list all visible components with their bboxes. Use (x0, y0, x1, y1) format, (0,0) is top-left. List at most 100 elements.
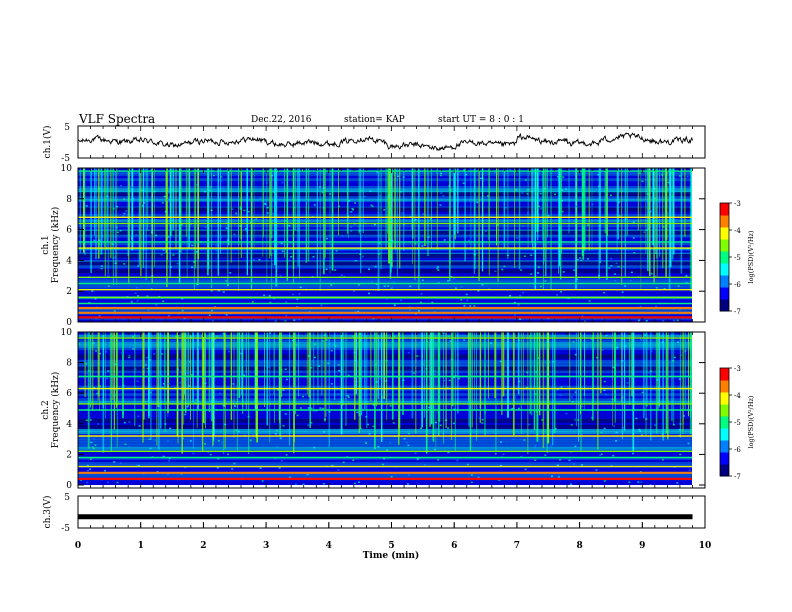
spectrogram-speckle (635, 417, 638, 420)
spectrogram-speckle (330, 284, 333, 286)
spectrogram-speckle (572, 341, 575, 343)
spectrogram-speckle (538, 266, 540, 268)
spectrogram-speckle (191, 266, 194, 268)
spectrogram-speckle (463, 339, 466, 341)
spectrogram-speckle (442, 332, 445, 334)
spectrogram-speckle (186, 372, 189, 374)
spectrogram-speckle (418, 333, 421, 335)
spectrogram-speckle (149, 391, 152, 394)
spectrogram-speckle (143, 202, 146, 204)
spectrogram-speckle (392, 422, 395, 424)
freq-tick-label: 6 (66, 389, 72, 399)
spectrogram-speckle (310, 367, 313, 369)
spectrogram-speckle (178, 180, 181, 182)
spectrogram-speckle (374, 363, 377, 366)
spectrogram-speckle (207, 401, 210, 404)
colorbar-segment (720, 239, 729, 252)
spectrogram-row (78, 319, 692, 322)
ch1-ytick-bottom: -5 (61, 154, 70, 164)
spectrogram-speckle (386, 449, 389, 451)
spectrogram-speckle (648, 372, 651, 374)
spectrogram-speckle (249, 439, 252, 442)
spectrogram-speckle (655, 287, 658, 289)
spectrogram-speckle (328, 411, 331, 413)
spectrogram-speckle (647, 263, 649, 265)
spectrogram-speckle (574, 445, 577, 448)
colorbar-tick-label: -6 (734, 446, 741, 454)
ch1-spectrogram-panel: 0 2 4 6 8 10 ch.1 Frequency (kHz) (41, 164, 706, 328)
spectrogram-speckle (188, 385, 190, 387)
time-tick-label: 5 (388, 541, 394, 551)
spectrogram-speckle (225, 280, 228, 282)
spectrogram-speckle (247, 210, 250, 213)
spectrogram-speckle (626, 249, 629, 251)
ch1-panel: 5 -5 ch.1(V) (42, 123, 706, 164)
spectrogram-speckle (374, 265, 377, 268)
spectrogram-speckle (608, 267, 611, 269)
spectrogram-row (78, 168, 692, 172)
spectrogram-row (78, 293, 692, 297)
spectrogram-speckle (500, 465, 502, 467)
spectrogram-speckle (293, 387, 296, 389)
spectrogram-speckle (122, 215, 125, 217)
spectrogram-speckle (222, 404, 225, 407)
spectrogram-speckle (611, 398, 614, 401)
spectrogram-speckle (78, 343, 81, 345)
spectrogram-row (78, 467, 692, 471)
spectrogram-speckle (673, 356, 676, 359)
spectrogram-speckle (279, 275, 282, 277)
spectrogram-speckle (408, 474, 410, 476)
spectrogram-speckle (632, 452, 634, 455)
spectrogram-speckle (420, 293, 423, 295)
spectrogram-speckle (92, 342, 95, 344)
spectrogram-speckle (447, 280, 450, 282)
spectrogram-speckle (621, 396, 624, 399)
spectrogram-row (78, 482, 692, 485)
spectrogram-speckle (206, 338, 209, 340)
spectrogram-speckle (640, 481, 643, 483)
spectrogram-speckle (389, 442, 392, 444)
spectrogram-speckle (227, 284, 229, 286)
spectrogram-speckle (644, 334, 647, 336)
spectrogram-speckle (543, 187, 546, 190)
spectrogram-speckle (235, 212, 238, 215)
spectrogram-speckle (598, 274, 600, 277)
colorbar-segment (720, 416, 729, 429)
spectrogram-speckle (220, 180, 223, 183)
spectrogram-speckle (617, 230, 620, 232)
spectrogram-speckle (189, 440, 192, 442)
spectrogram-speckle (657, 406, 660, 409)
ch3-ylabel: ch.3(V) (42, 496, 53, 529)
spectrogram-speckle (662, 226, 665, 228)
spectrogram-speckle (85, 205, 88, 207)
spectrogram-speckle (481, 419, 484, 421)
colorbar-segment (720, 440, 729, 453)
spectrogram-speckle (649, 211, 652, 213)
spectrogram-speckle (679, 423, 682, 425)
spectrogram-row (78, 286, 692, 290)
spectrogram-speckle (319, 407, 322, 409)
spectrogram-speckle (181, 297, 184, 300)
spectrogram-speckle (191, 244, 194, 247)
spectrogram-speckle (588, 300, 591, 302)
spectrogram-speckle (346, 455, 349, 458)
ch1-colorbar: -3 -4 -5 -6 -7 log(PSD)(V²/Hz) (719, 200, 755, 316)
spectrogram-speckle (176, 368, 179, 371)
ch1-ytick-top: 5 (64, 123, 70, 133)
spectrogram-speckle (330, 383, 333, 385)
spectrogram-speckle (271, 174, 274, 177)
spectrogram-speckle (167, 440, 169, 442)
spectrogram-speckle (137, 295, 140, 297)
spectrogram-speckle (574, 391, 577, 393)
spectrogram-speckle (212, 174, 215, 177)
spectrogram-speckle (275, 429, 278, 432)
spectrogram-speckle (640, 339, 642, 341)
spectrogram-speckle (90, 215, 93, 217)
spectrogram-speckle (94, 444, 97, 446)
spectrogram-speckle (377, 446, 380, 448)
spectrogram-speckle (128, 446, 130, 448)
spectrogram-speckle (603, 480, 606, 482)
spectrogram-speckle (204, 382, 207, 384)
spectrogram-row (78, 411, 692, 415)
spectrogram-row (78, 428, 692, 432)
